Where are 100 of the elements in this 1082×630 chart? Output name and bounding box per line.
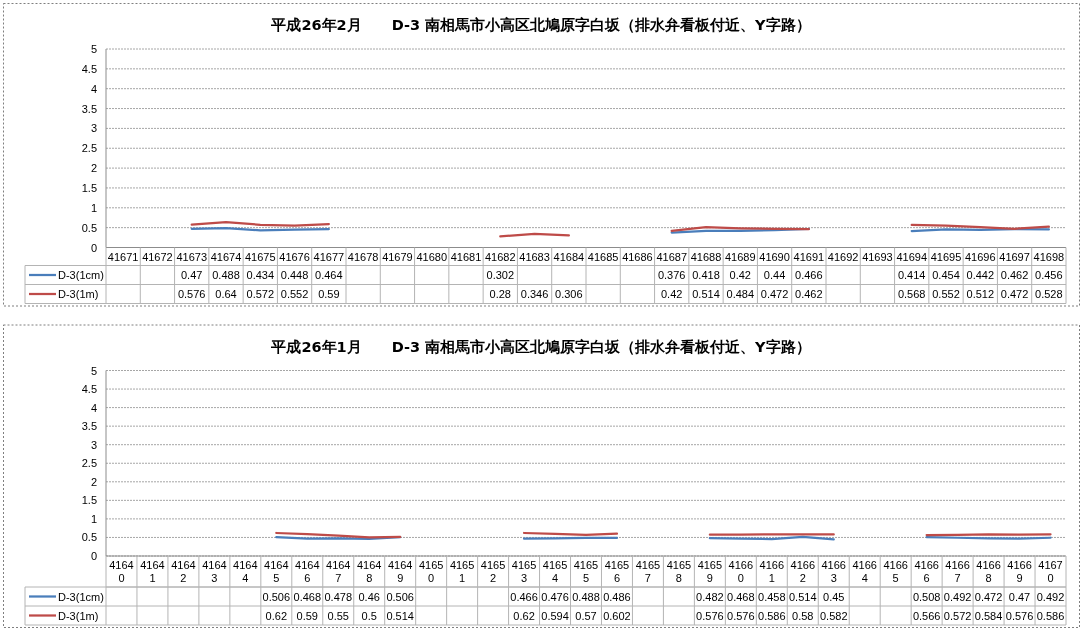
x-tick-label: 41693: [862, 250, 893, 263]
data-label: 0.476: [541, 590, 569, 603]
data-label: 0.594: [541, 609, 569, 622]
data-label: 0.552: [932, 288, 960, 300]
x-tick-label: 41679: [382, 250, 413, 263]
data-label: 0.576: [1005, 609, 1034, 622]
data-label: 0.28: [489, 288, 511, 300]
x-tick-label: 41641: [140, 559, 165, 584]
y-tick-label: 2: [90, 162, 97, 175]
x-tick-label: 41667: [945, 559, 970, 584]
y-tick-label: 1: [90, 201, 97, 214]
data-label: 0.586: [1036, 609, 1065, 622]
data-label: 0.462: [1000, 269, 1029, 281]
data-label: 0.64: [215, 288, 237, 300]
x-tick-label: 41682: [484, 250, 516, 263]
data-label: 0.582: [819, 609, 848, 622]
x-tick-label: 41666: [914, 559, 939, 584]
data-label: 0.468: [293, 590, 322, 603]
y-tick-label: 4.5: [81, 62, 97, 75]
y-tick-label: 4: [90, 401, 97, 414]
data-label: 0.572: [246, 288, 275, 300]
data-label: 0.468: [727, 590, 755, 603]
x-tick-label: 41656: [604, 559, 630, 584]
x-tick-label: 41654: [542, 559, 568, 584]
x-tick-label: 41695: [930, 250, 962, 263]
title: 平成26年1月 D-3 南相馬市小高区北鳩原字白坂（排水弁看板付近、Y字路）: [271, 338, 811, 355]
y-tick-label: 3.5: [81, 420, 97, 433]
data-label: 0.42: [729, 269, 751, 281]
x-tick-label: 41653: [511, 559, 537, 584]
y-tick-label: 0.5: [81, 531, 97, 544]
data-label: 0.442: [966, 269, 995, 281]
y-tick-label: 2.5: [81, 142, 97, 155]
x-tick-label: 41650: [418, 559, 444, 584]
x-tick-label: 41657: [635, 559, 661, 584]
data-label: 0.434: [246, 269, 275, 281]
data-label: 0.346: [520, 288, 549, 300]
data-label: 0.57: [575, 609, 597, 622]
x-tick-label: 41665: [883, 559, 908, 584]
data-label: 0.376: [657, 269, 686, 281]
x-tick-label: 41683: [519, 250, 550, 263]
data-label: 0.472: [760, 288, 789, 300]
x-tick-label: 41689: [724, 250, 756, 263]
x-tick-label: 41677: [313, 250, 345, 263]
data-label: 0.462: [795, 288, 823, 300]
x-tick-label: 41670: [1038, 559, 1063, 584]
data-label: 0.552: [280, 288, 309, 300]
y-tick-label: 5: [90, 364, 97, 377]
text: 0.302: [486, 269, 515, 281]
x-tick-label: 41645: [264, 559, 289, 584]
data-label: 0.44: [763, 269, 786, 281]
data-label: 0.568: [897, 288, 926, 300]
data-label: 0.414: [897, 269, 926, 281]
x-tick-label: 41692: [827, 250, 859, 263]
data-label: 0.464: [315, 269, 343, 281]
x-tick-label: 41694: [896, 250, 928, 263]
data-label: 0.458: [758, 590, 786, 603]
x-tick-label: 41672: [142, 250, 173, 263]
x-tick-label: 41663: [821, 559, 846, 584]
x-tick-label: 41690: [759, 250, 790, 263]
x-tick-label: 41640: [109, 559, 134, 584]
data-label: 0.62: [265, 609, 288, 622]
data-label: 0.46: [358, 590, 380, 603]
x-tick-label: 41652: [480, 559, 506, 584]
data-label: 0.472: [1000, 288, 1029, 300]
y-tick-label: 4: [90, 82, 97, 95]
x-tick-label: 41691: [793, 250, 825, 263]
x-tick-label: 41662: [790, 559, 816, 584]
data-label: 0.584: [974, 609, 1003, 622]
legend-label: D-3(1cm): [58, 269, 104, 281]
data-label: 0.484: [726, 288, 755, 300]
y-tick-label: 1.5: [81, 181, 97, 194]
title: 平成26年2月 D-3 南相馬市小高区北鳩原字白坂（排水弁看板付近、Y字路）: [271, 17, 811, 33]
data-label: 0.602: [603, 609, 631, 622]
x-tick-label: 41655: [573, 559, 599, 584]
x-tick-label: 41668: [976, 559, 1001, 584]
data-label: 0.45: [823, 590, 845, 603]
data-label: 0.59: [318, 288, 340, 300]
x-tick-label: 41688: [690, 250, 722, 263]
legend-label: D-3(1m): [58, 609, 99, 622]
x-tick-label: 41661: [759, 559, 785, 584]
data-label: 0.59: [296, 609, 318, 622]
data-label: 0.576: [696, 609, 724, 622]
data-label: 0.528: [1035, 288, 1063, 300]
x-tick-label: 41643: [202, 559, 227, 584]
x-tick-label: 41658: [666, 559, 692, 584]
data-label: 0.492: [943, 590, 972, 603]
y-tick-label: 0: [90, 241, 97, 254]
data-label: 0.472: [974, 590, 1003, 603]
data-label: 0.62: [513, 609, 535, 622]
y-tick-label: 3: [90, 122, 97, 135]
x-tick-label: 41674: [210, 250, 242, 263]
data-label: 0.514: [789, 590, 817, 603]
data-label: 0.448: [280, 269, 309, 281]
y-tick-label: 2.5: [81, 457, 97, 470]
data-label: 0.418: [692, 269, 720, 281]
y-tick-label: 3: [90, 438, 97, 451]
x-tick-label: 41642: [171, 559, 196, 584]
x-tick-label: 41687: [656, 250, 688, 263]
data-label: 0.492: [1036, 590, 1065, 603]
data-label: 0.5: [361, 609, 377, 622]
